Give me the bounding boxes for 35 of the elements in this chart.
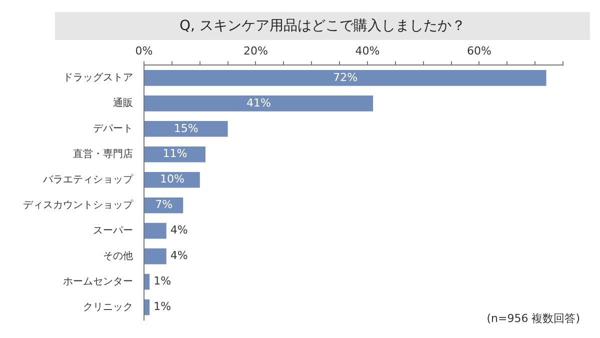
bar	[144, 299, 150, 316]
data-label: 1%	[154, 300, 172, 314]
x-tick-label: 20%	[244, 44, 268, 58]
y-tick-label: ホームセンター	[63, 276, 133, 288]
data-label: 15%	[174, 122, 198, 135]
data-label: 4%	[170, 249, 188, 262]
y-tick-label: デパート	[93, 123, 133, 134]
bar	[144, 70, 546, 86]
y-tick-label: 直営・専門店	[73, 148, 133, 160]
y-tick-label: クリニック	[83, 302, 133, 313]
bar	[144, 96, 374, 112]
y-tick-label: 通販	[113, 97, 133, 110]
bar	[144, 222, 166, 239]
bar	[144, 248, 166, 264]
x-tick-label: 60%	[466, 44, 492, 58]
data-label: 41%	[246, 96, 272, 110]
y-tick-label: ディスカウントショップ	[23, 198, 134, 211]
data-label: 10%	[160, 172, 184, 186]
x-tick-label: 40%	[355, 44, 380, 58]
data-label: 1%	[154, 274, 172, 288]
y-tick-label: バラエティショップ	[42, 173, 134, 186]
x-tick-label: 0%	[135, 44, 153, 58]
data-label: 11%	[162, 147, 188, 160]
chart-title: Q, スキンケア用品はどこで購入しましたか？	[55, 12, 590, 40]
y-tick-label: ドラッグストア	[63, 72, 133, 84]
annotation: (n=956 複数回答)	[486, 311, 580, 326]
y-tick-label: その他	[103, 250, 133, 262]
data-label: 7%	[155, 198, 173, 212]
data-label: 72%	[333, 70, 358, 84]
bar	[144, 121, 228, 137]
y-tick-label: スーパー	[93, 225, 133, 236]
bar	[144, 172, 200, 188]
bar	[144, 146, 206, 162]
data-label: 4%	[170, 224, 188, 237]
bar	[144, 274, 150, 290]
